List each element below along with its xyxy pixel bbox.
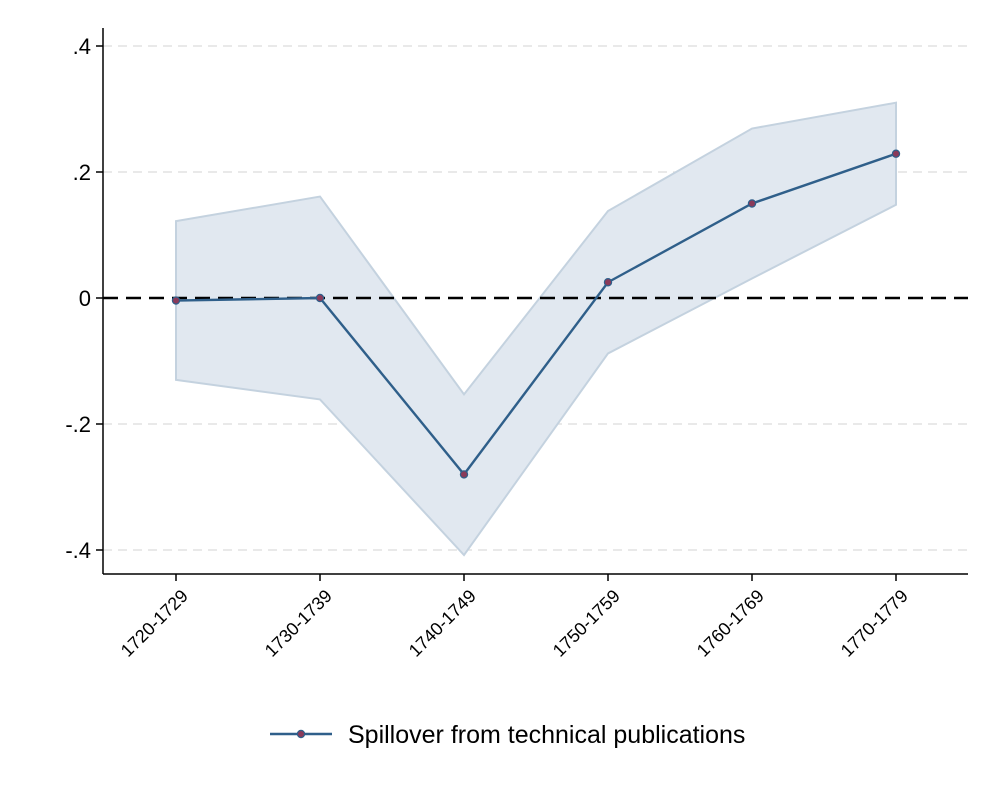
series-line-path	[175, 152, 897, 477]
data-point	[315, 293, 325, 303]
x-tick-label: 1750-1759	[549, 586, 624, 661]
x-tick-label: 1740-1749	[405, 586, 480, 661]
confidence-band	[175, 101, 897, 557]
data-markers	[171, 149, 901, 479]
y-tick-label: .4	[73, 34, 91, 59]
data-point	[459, 470, 469, 479]
legend-marker-swatch	[296, 729, 306, 739]
confidence-band-area	[175, 101, 897, 557]
y-tick-label: 0	[79, 286, 91, 311]
y-tick-label: -.2	[65, 412, 91, 437]
x-tick-label: 1770-1779	[837, 586, 912, 661]
x-tick-label: 1760-1769	[693, 586, 768, 661]
y-tick-label: .2	[73, 160, 91, 185]
series-line	[175, 152, 897, 477]
x-tick-label: 1720-1729	[117, 586, 192, 661]
data-point	[891, 149, 901, 158]
axes	[102, 28, 968, 575]
data-point	[747, 199, 757, 208]
legend: Spillover from technical publications	[270, 721, 745, 749]
y-axis-ticks: .4 .2 0 -.2 -.4	[65, 34, 103, 563]
legend-label: Spillover from technical publications	[348, 721, 745, 749]
x-axis-ticks: 1720-1729 1730-1739 1740-1749 1750-1759 1760…	[117, 574, 912, 661]
data-point	[171, 296, 181, 305]
y-tick-label: -.4	[65, 538, 91, 563]
data-point	[603, 278, 613, 287]
x-tick-label: 1730-1739	[261, 586, 336, 661]
